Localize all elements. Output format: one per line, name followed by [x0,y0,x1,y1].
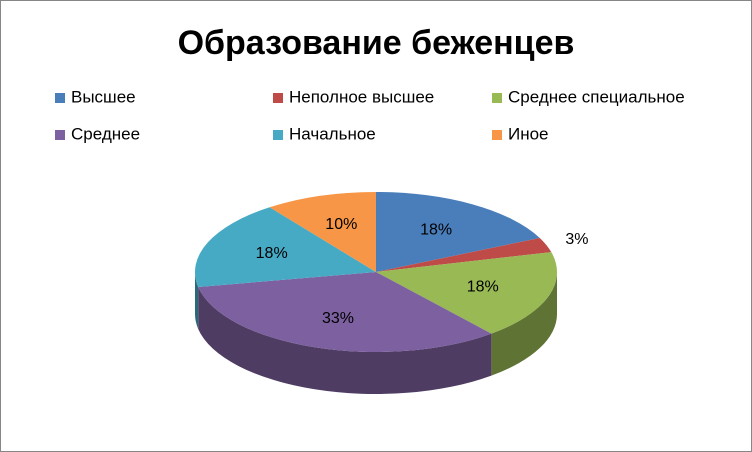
data-label: 18% [256,245,288,262]
slice [376,192,540,272]
legend-label: Среднее [71,124,140,143]
legend-label: Среднее специальное [508,87,685,106]
data-label: 3% [565,231,588,248]
slice [376,237,552,272]
slice-side [195,272,199,329]
data-label: 18% [420,221,452,238]
legend-swatch [273,130,283,140]
legend-label: Начальное [289,124,376,143]
slice [195,207,376,287]
legend-swatch [55,93,65,103]
slice-side [491,272,557,376]
slice-side [198,286,492,394]
slice [376,252,557,334]
slice [269,192,376,272]
legend-swatch [55,130,65,140]
data-label: 33% [322,310,354,327]
chart-title: Образование беженцев [178,24,575,62]
legend-swatch [492,93,502,103]
legend-swatch [273,93,283,103]
legend-label: Иное [508,124,549,143]
data-label: 18% [467,279,499,296]
legend-label: Высшее [71,87,136,106]
legend-label: Неполное высшее [289,87,434,106]
legend-swatch [492,130,502,140]
slice [198,272,492,352]
data-label: 10% [325,216,357,233]
